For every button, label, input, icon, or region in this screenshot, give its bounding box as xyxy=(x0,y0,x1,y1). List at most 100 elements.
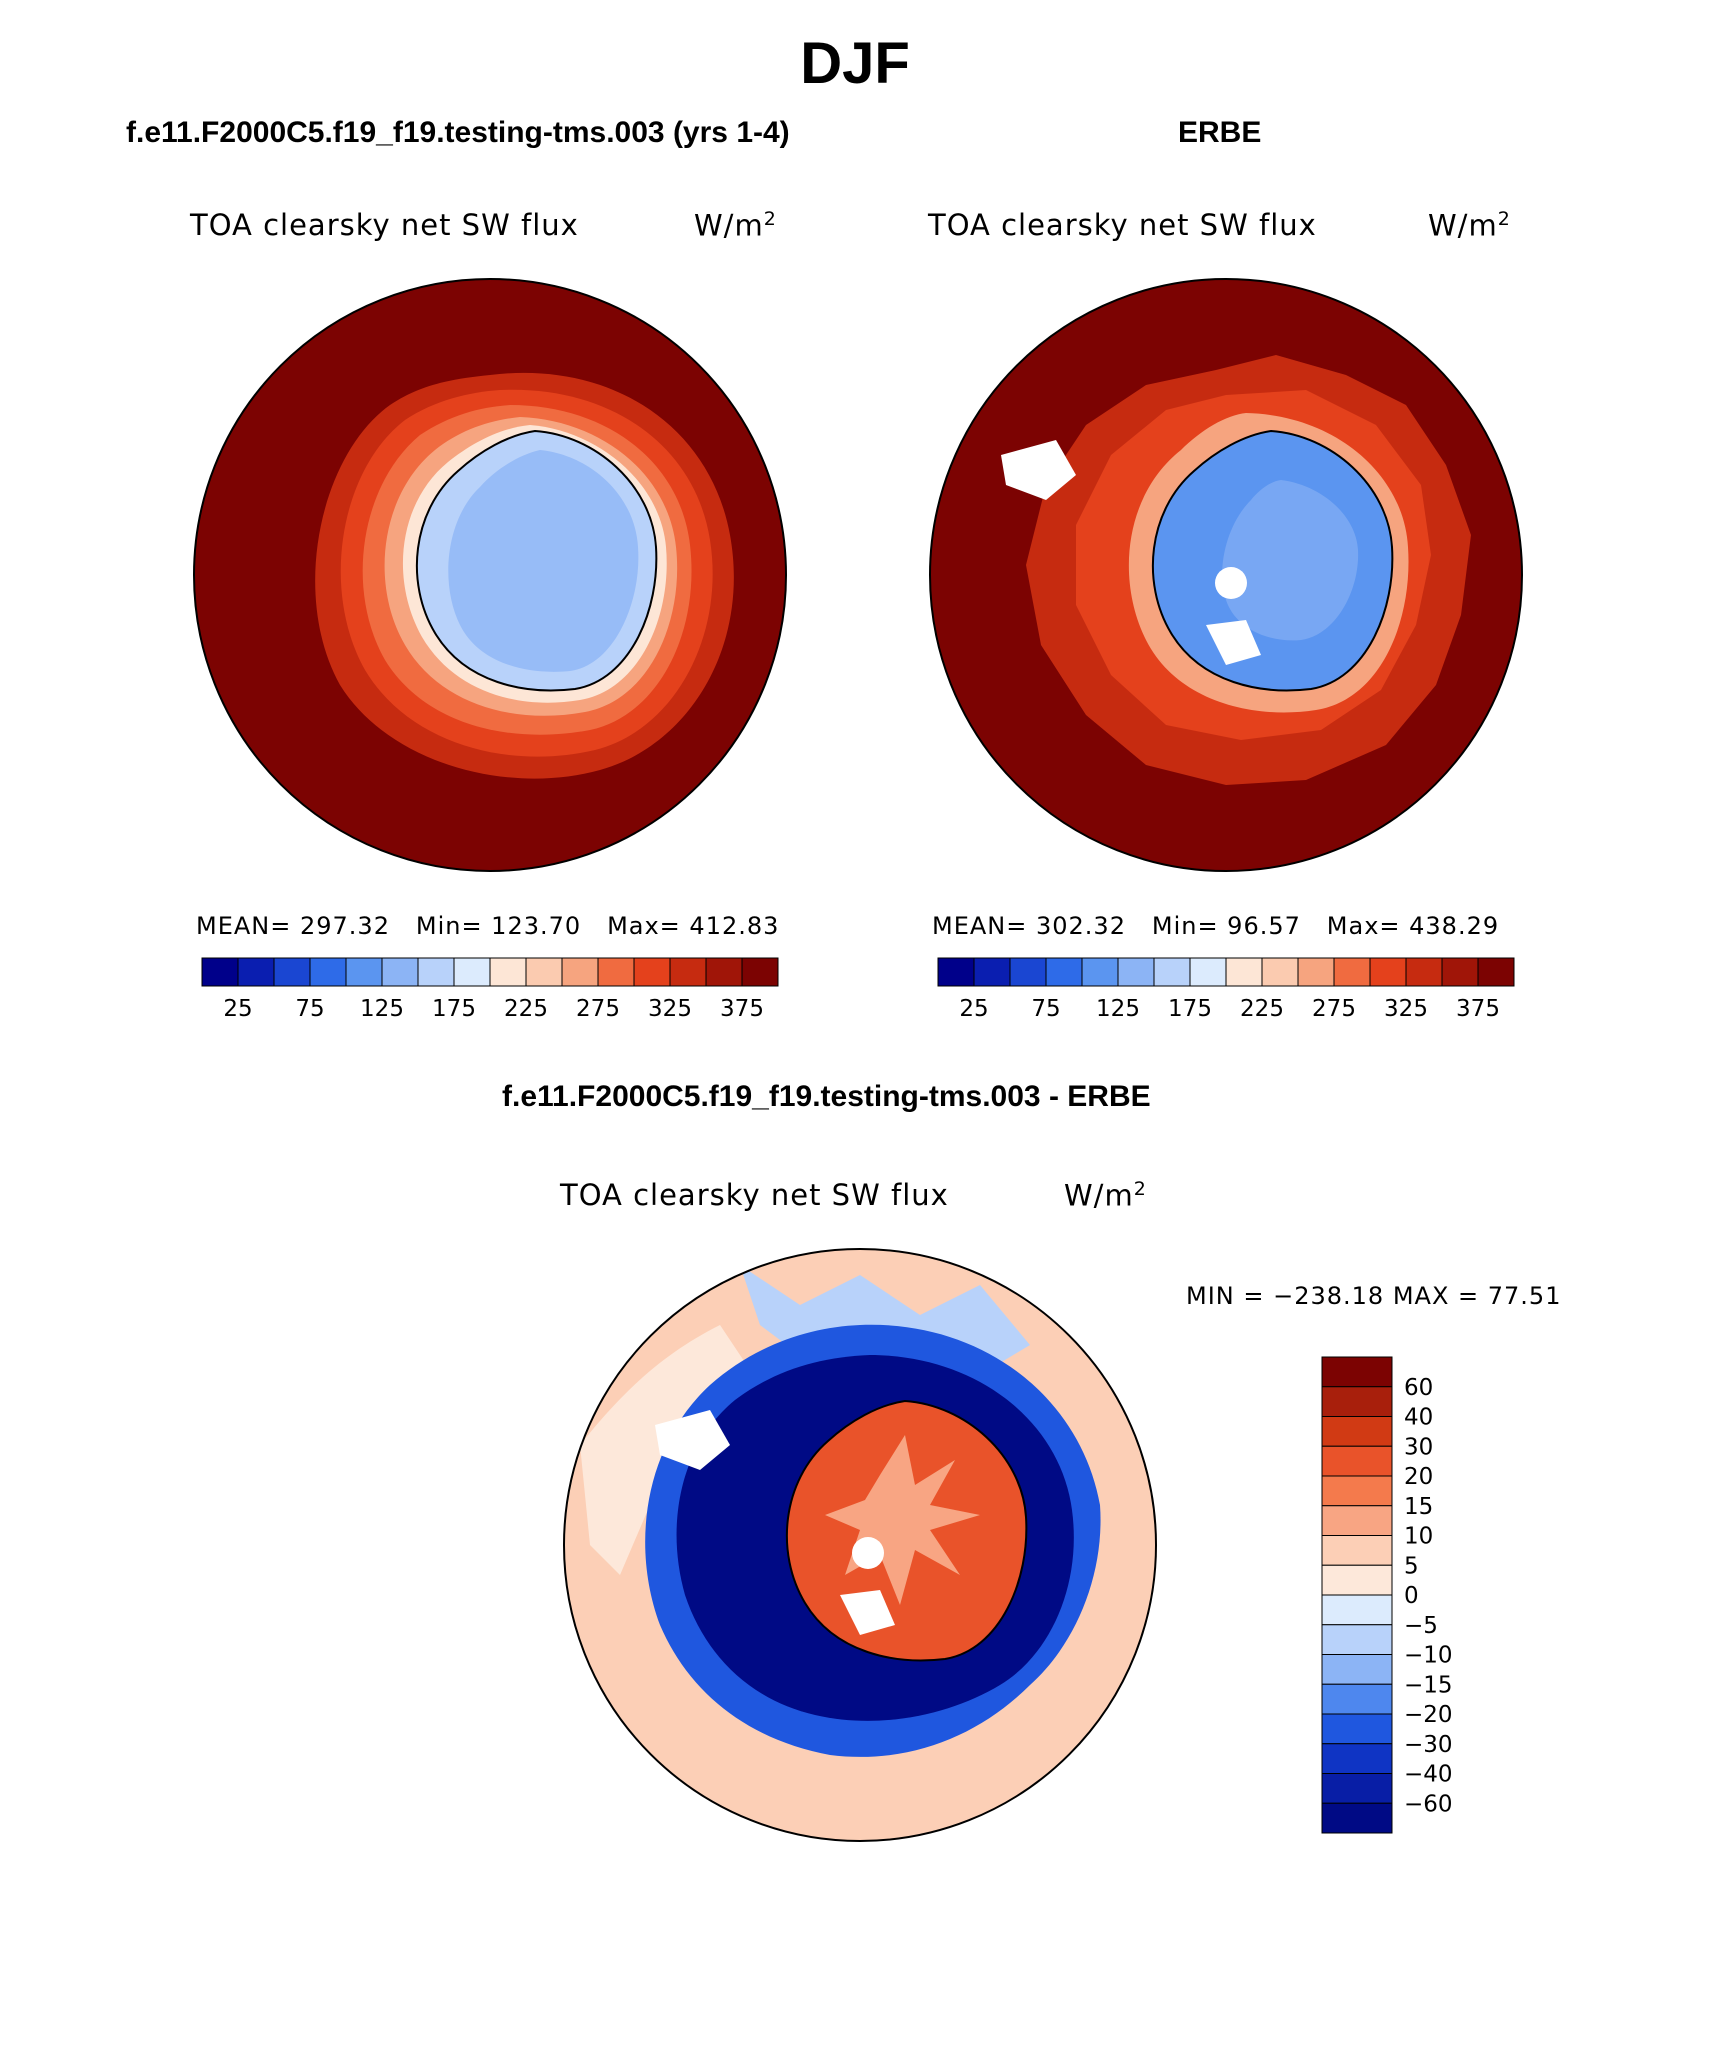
diff-colorbar-swatch xyxy=(1321,1624,1393,1655)
left-colorbar-tick-label: 175 xyxy=(432,996,476,1022)
right-map-border xyxy=(929,278,1523,872)
right-colorbar-swatch xyxy=(937,957,975,987)
left-colorbar-swatch xyxy=(633,957,671,987)
right-colorbar-swatch xyxy=(1009,957,1047,987)
right-map-missing-peninsula xyxy=(1001,440,1076,500)
right-colorbar-swatch xyxy=(1369,957,1407,987)
left-colorbar-tick-label: 225 xyxy=(504,996,548,1022)
diff-colorbar-swatch xyxy=(1321,1773,1393,1804)
diff-colorbar-tick-label: −40 xyxy=(1404,1762,1453,1788)
diff-colorbar-swatch xyxy=(1321,1416,1393,1447)
diff-colorbar-tick-label: 60 xyxy=(1404,1375,1433,1401)
diff-variable-label: TOA clearsky net SW flux xyxy=(560,1178,949,1212)
season-title: DJF xyxy=(800,31,910,96)
diff-colorbar-swatch xyxy=(1321,1356,1393,1388)
right-colorbar-swatch xyxy=(1441,957,1479,987)
left-stats-max: Max= 412.83 xyxy=(607,912,780,940)
left-map-coastline xyxy=(415,429,658,692)
right-stats-mean: MEAN= 302.32 xyxy=(932,912,1126,940)
left-colorbar-swatch xyxy=(201,957,239,987)
left-polar-map xyxy=(193,278,787,872)
left-colorbar-tick-label: 125 xyxy=(360,996,404,1022)
diff-colorbar-tick-label: 0 xyxy=(1404,1583,1419,1609)
right-stats-max: Max= 438.29 xyxy=(1326,912,1500,940)
diff-minmax: MIN = −238.18 MAX = 77.51 xyxy=(1186,1282,1562,1310)
right-colorbar: 25 75 125 175 225 275 325 375 xyxy=(937,957,1515,1022)
diff-colorbar-tick-label: −30 xyxy=(1404,1732,1453,1758)
left-colorbar-swatch xyxy=(417,957,455,987)
left-colorbar-swatch xyxy=(489,957,527,987)
diff-map-coastline xyxy=(785,1399,1028,1662)
diff-colorbar-tick-label: 20 xyxy=(1404,1464,1433,1490)
left-stats-min: Min= 123.70 xyxy=(415,912,582,940)
diff-colorbar-tick-label: 5 xyxy=(1404,1553,1419,1579)
right-colorbar-swatch xyxy=(1081,957,1119,987)
right-colorbar-swatch xyxy=(1225,957,1263,987)
left-colorbar-swatch xyxy=(273,957,311,987)
left-stats-mean: MEAN= 297.32 xyxy=(196,912,390,940)
left-colorbar: 25 75 125 175 225 275 325 375 xyxy=(201,957,779,1022)
right-map-missing-iceshelf xyxy=(1206,620,1261,665)
diff-units-label: W/m2 xyxy=(1064,1178,1147,1213)
right-polar-map xyxy=(929,278,1523,872)
diff-colorbar-tick-label: −20 xyxy=(1404,1702,1453,1728)
left-colorbar-tick-label: 25 xyxy=(223,996,252,1022)
diff-colorbar-tick-label: −5 xyxy=(1404,1613,1438,1639)
left-map-border xyxy=(193,278,787,872)
left-map-interior xyxy=(448,450,639,672)
left-colorbar-swatch xyxy=(453,957,491,987)
diff-colorbar-swatch xyxy=(1321,1535,1393,1566)
left-colorbar-swatch xyxy=(741,957,779,987)
right-map-coastline xyxy=(1151,429,1394,692)
diff-colorbar-swatch xyxy=(1321,1564,1393,1596)
right-colorbar-swatch xyxy=(1333,957,1371,987)
diff-colorbar-tick-label: −15 xyxy=(1404,1672,1453,1698)
left-colorbar-swatch xyxy=(597,957,635,987)
left-stats: MEAN= 297.32 Min= 123.70 Max= 412.83 xyxy=(196,912,779,940)
right-colorbar-swatch xyxy=(1405,957,1443,987)
diff-map-missing-iceshelf xyxy=(840,1590,895,1635)
left-panel-title: f.e11.F2000C5.f19_f19.testing-tms.003 (y… xyxy=(126,116,790,149)
diff-panel-title: f.e11.F2000C5.f19_f19.testing-tms.003 - … xyxy=(502,1080,1151,1113)
right-colorbar-tick-label: 75 xyxy=(1031,996,1060,1022)
right-colorbar-swatch xyxy=(1045,957,1083,987)
diff-colorbar-tick-label: −10 xyxy=(1404,1643,1453,1669)
right-colorbar-tick-label: 25 xyxy=(959,996,988,1022)
left-colorbar-swatch xyxy=(669,957,707,987)
left-colorbar-swatch xyxy=(705,957,743,987)
right-colorbar-swatch xyxy=(1477,957,1515,987)
right-stats: MEAN= 302.32 Min= 96.57 Max= 438.29 xyxy=(932,912,1499,940)
left-colorbar-swatch xyxy=(237,957,275,987)
left-colorbar-swatch xyxy=(381,957,419,987)
diff-colorbar-swatch xyxy=(1321,1654,1393,1685)
diff-map-missing-peninsula xyxy=(655,1410,730,1470)
left-colorbar-tick-label: 375 xyxy=(720,996,764,1022)
right-map-pole-hole xyxy=(1215,567,1247,599)
left-colorbar-swatch xyxy=(525,957,563,987)
right-colorbar-tick-label: 125 xyxy=(1096,996,1140,1022)
right-colorbar-tick-label: 225 xyxy=(1240,996,1284,1022)
right-stats-min: Min= 96.57 xyxy=(1151,912,1301,940)
diff-colorbar-swatch xyxy=(1321,1386,1393,1417)
right-colorbar-tick-label: 275 xyxy=(1312,996,1356,1022)
diff-colorbar-swatch xyxy=(1321,1683,1393,1715)
diff-map-border xyxy=(563,1248,1157,1842)
right-map-interior xyxy=(1222,480,1359,641)
diff-colorbar-swatch xyxy=(1321,1475,1393,1507)
left-colorbar-tick-label: 75 xyxy=(295,996,324,1022)
right-colorbar-swatch xyxy=(1297,957,1335,987)
diff-colorbar-swatch xyxy=(1321,1802,1393,1834)
right-colorbar-tick-label: 325 xyxy=(1384,996,1428,1022)
diff-colorbar-swatch xyxy=(1321,1743,1393,1774)
left-colorbar-tick-label: 275 xyxy=(576,996,620,1022)
diff-colorbar-tick-label: 40 xyxy=(1404,1405,1433,1431)
right-colorbar-tick-label: 175 xyxy=(1168,996,1212,1022)
left-colorbar-swatch xyxy=(561,957,599,987)
right-units-label: W/m2 xyxy=(1428,208,1511,243)
right-colorbar-tick-label: 375 xyxy=(1456,996,1500,1022)
left-variable-label: TOA clearsky net SW flux xyxy=(190,208,579,242)
right-panel-title: ERBE xyxy=(1178,116,1262,149)
right-colorbar-swatch xyxy=(1261,957,1299,987)
diff-colorbar-tick-label: 10 xyxy=(1404,1524,1433,1550)
diff-colorbar-tick-label: −60 xyxy=(1404,1791,1453,1817)
